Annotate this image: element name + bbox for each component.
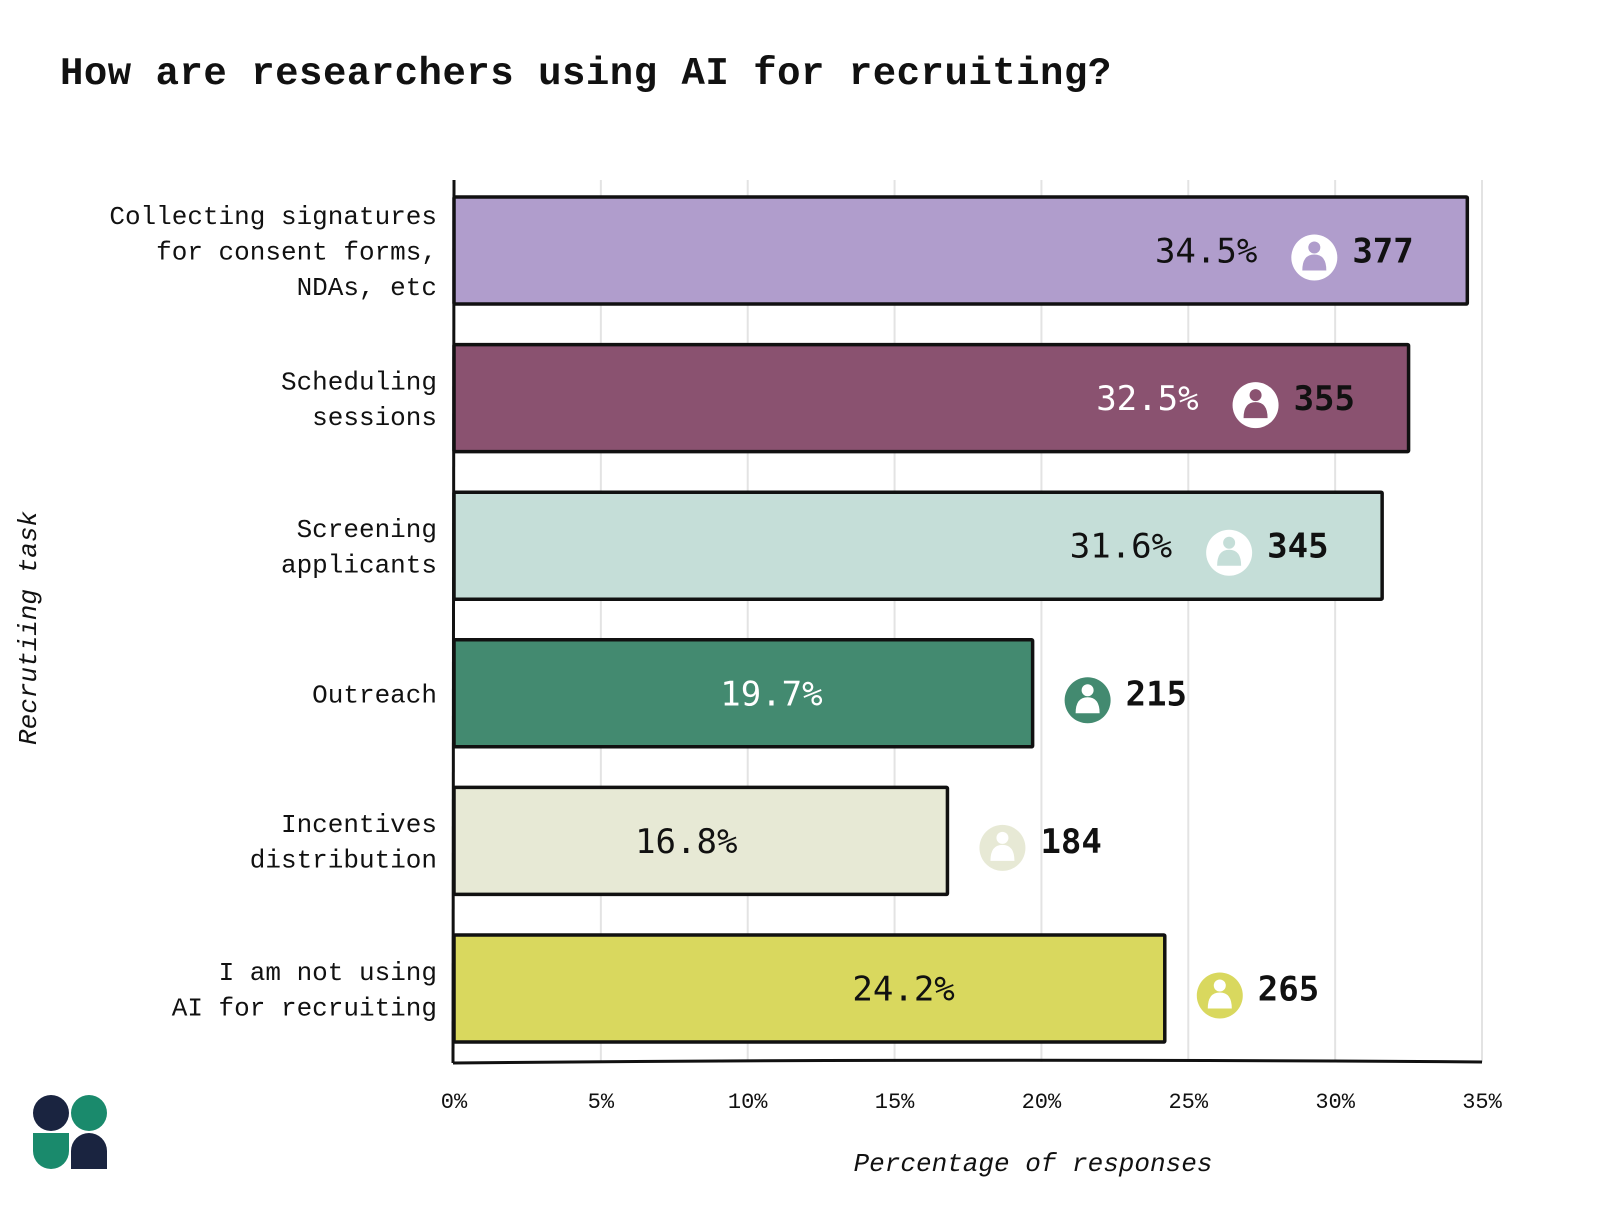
chart-title: How are researchers using AI for recruit… — [60, 52, 1112, 96]
person-icon-body — [990, 844, 1015, 861]
category-label-line: applicants — [281, 550, 437, 580]
x-tick-label: 10% — [728, 1090, 768, 1115]
logo-shape-green-cup — [33, 1133, 69, 1169]
x-axis-line — [452, 1058, 1483, 1065]
x-axis-title: Percentage of responses — [854, 1149, 1213, 1179]
category-label-line: distribution — [250, 846, 437, 876]
bar-count-label: 377 — [1352, 232, 1413, 272]
y-axis-title: Recrutiing task — [14, 511, 44, 745]
person-icon-head — [1213, 979, 1226, 992]
person-icon — [1291, 234, 1338, 281]
category-label-line: for consent forms, — [156, 238, 437, 268]
bar-count-label: 265 — [1258, 970, 1319, 1010]
person-icon-body — [1243, 402, 1268, 419]
person-icon — [1196, 972, 1243, 1019]
bar-value-label: 34.5% — [1155, 232, 1257, 272]
x-tick-label: 5% — [588, 1090, 615, 1115]
logo-shape-dark-arch — [71, 1133, 107, 1169]
person-icon-head — [996, 831, 1009, 844]
x-tick-label: 25% — [1168, 1090, 1208, 1115]
category-label: Scheduling sessions — [281, 367, 437, 433]
person-icon — [1064, 677, 1111, 724]
category-label-line: AI for recruiting — [172, 993, 437, 1023]
bar-value-label: 19.7% — [720, 674, 822, 714]
person-icon-head — [1223, 536, 1236, 549]
x-tick-label: 15% — [875, 1090, 915, 1115]
logo-shape-green-circle — [71, 1095, 107, 1131]
bar-value-label: 16.8% — [635, 822, 737, 862]
category-label-line: I am not using — [219, 958, 437, 988]
category-label: Screening applicants — [281, 515, 437, 581]
x-tick-label: 30% — [1315, 1090, 1355, 1115]
category-label-line: Screening — [297, 515, 437, 545]
brand-logo — [33, 1095, 107, 1169]
bar-count-label: 345 — [1267, 527, 1328, 567]
category-label-line: Outreach — [312, 680, 437, 710]
bar-value-label: 24.2% — [852, 970, 954, 1010]
bar-value-label: 32.5% — [1096, 379, 1198, 419]
bars: 34.5% 377 32.5% 355 31.6% 345 19.7% 215 16.8% 184… — [452, 195, 1470, 1044]
category-label: I am not using AI for recruiting — [172, 958, 437, 1024]
bar-count-label: 184 — [1040, 822, 1101, 862]
bar-value-label: 31.6% — [1070, 527, 1172, 567]
bar — [452, 933, 1167, 1044]
person-icon — [979, 824, 1026, 871]
person-icon — [1232, 382, 1279, 429]
category-label-line: sessions — [312, 403, 437, 433]
grid-lines — [599, 180, 1483, 1062]
person-icon-body — [1207, 992, 1232, 1009]
person-icon-body — [1302, 254, 1327, 271]
category-label: Collecting signatures for consent forms, N… — [109, 202, 437, 303]
bar-count-label: 215 — [1126, 674, 1187, 714]
category-label-line: NDAs, etc — [297, 273, 437, 303]
person-icon-body — [1217, 549, 1242, 566]
person-icon — [1206, 529, 1253, 576]
bar-count-label: 355 — [1294, 379, 1355, 419]
category-label-line: Incentives — [281, 810, 437, 840]
axes — [451, 179, 1483, 1065]
x-tick-label: 35% — [1462, 1090, 1502, 1115]
person-icon-head — [1308, 241, 1321, 254]
category-labels: Collecting signatures for consent forms, N… — [109, 202, 437, 1023]
x-tick-label: 0% — [441, 1090, 468, 1115]
logo-shape-dark-circle — [33, 1095, 69, 1131]
person-icon-body — [1075, 697, 1100, 714]
x-tick-label: 20% — [1022, 1090, 1062, 1115]
category-label: Outreach — [312, 680, 437, 710]
category-label-line: Scheduling — [281, 367, 437, 397]
category-label: Incentives distribution — [250, 810, 437, 876]
person-icon-head — [1249, 389, 1262, 402]
y-axis-line — [451, 179, 456, 1064]
x-tick-labels: 0% 5% 10% 15% 20% 25% 30% 35% — [441, 1090, 1503, 1115]
category-label-line: Collecting signatures — [109, 202, 437, 232]
person-icon-head — [1081, 684, 1094, 697]
